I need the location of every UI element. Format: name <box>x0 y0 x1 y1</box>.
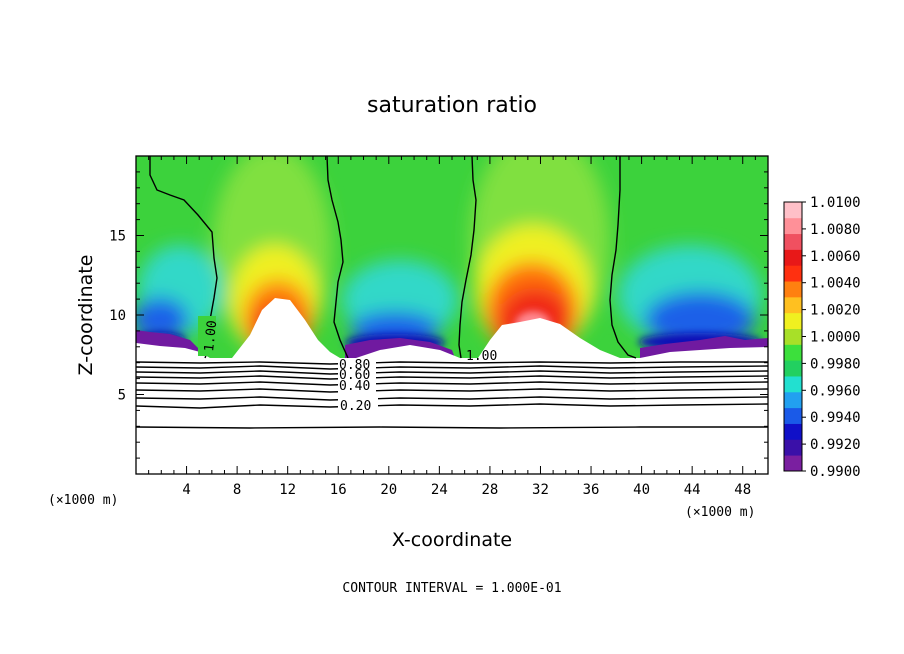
colorbar-swatch <box>784 296 802 314</box>
colorbar-label: 1.0040 <box>810 276 861 292</box>
contour-label-0.20: 0.20 <box>340 399 371 414</box>
colorbar-swatch <box>784 407 802 424</box>
colorbar-swatch <box>784 455 802 472</box>
white-cap-right <box>640 347 768 358</box>
subsaturated-region <box>136 358 768 474</box>
x-tick-label: 24 <box>431 482 448 498</box>
colorbar-label: 1.0100 <box>810 195 861 211</box>
colorbar-label: 0.9980 <box>810 356 861 372</box>
colorbar-swatch <box>784 265 802 282</box>
colorbar-label: 0.9960 <box>810 383 861 399</box>
contour-0.30 <box>136 396 768 401</box>
x-axis: 4 8 12 16 20 24 28 32 36 40 44 48 <box>148 156 756 498</box>
contour-1.00-midright <box>458 156 477 359</box>
contour-1.00-right <box>609 156 637 359</box>
colorbar-swatch <box>784 312 802 329</box>
colorbar-label: 0.9920 <box>810 437 861 453</box>
contour-interval-note: CONTOUR INTERVAL = 1.000E-01 <box>342 581 561 596</box>
x-units-left: (×1000 m) <box>48 493 118 508</box>
white-cap-center <box>356 345 460 358</box>
contour-lines <box>136 156 768 429</box>
supersaturation-field <box>136 156 768 358</box>
x-tick-label: 36 <box>583 482 600 498</box>
x-units-right: (×1000 m) <box>685 505 755 520</box>
colorbar-swatch <box>784 391 802 409</box>
white-cap-left <box>136 343 210 358</box>
white-cap-center-left <box>232 298 340 358</box>
x-tick-label: 4 <box>182 482 190 498</box>
x-tick-label: 16 <box>330 482 347 498</box>
contour-label-group: 1.00 1.00 0.80 0.60 0.40 0.20 <box>198 316 497 414</box>
colorbar-label: 1.0080 <box>810 222 861 238</box>
colorbar-label: 0.9940 <box>810 410 861 426</box>
contour-label-0.60: 0.60 <box>339 368 370 383</box>
contour-0.50 <box>136 381 768 386</box>
contour-0.90 <box>136 361 768 365</box>
colorbar-swatch <box>784 281 802 298</box>
colorbar-swatch <box>784 439 802 456</box>
x-tick-label: 8 <box>233 482 241 498</box>
field-blue-lobe-1 <box>136 298 188 342</box>
y-tick-label: 5 <box>118 388 126 404</box>
contour-1.00-midleft <box>326 156 349 359</box>
x-tick-label: 12 <box>279 482 296 498</box>
y-axis-title: Z-coordinate <box>75 255 97 376</box>
colorbar-swatch <box>784 423 802 440</box>
contour-0.40 <box>136 388 768 393</box>
contour-0.70 <box>136 370 768 375</box>
colorbar-label: 1.0020 <box>810 303 861 319</box>
plot-area: 1.00 1.00 0.80 0.60 0.40 0.20 <box>136 156 768 474</box>
colorbar-swatch <box>784 233 802 250</box>
colorbar: 0.9900 0.9920 0.9940 0.9960 0.9980 1.0000 1.00… <box>783 195 861 480</box>
colorbar-label: 1.0000 <box>810 330 861 346</box>
contour-label-0.40: 0.40 <box>339 379 370 394</box>
x-tick-label: 48 <box>734 482 751 498</box>
contour-label-1.00-right: 1.00 <box>466 349 497 364</box>
x-tick-label: 32 <box>532 482 549 498</box>
y-tick-label: 15 <box>109 229 126 245</box>
x-tick-label: 40 <box>633 482 650 498</box>
contour-0.80 <box>136 365 768 370</box>
x-tick-label: 20 <box>380 482 397 498</box>
colorbar-swatch <box>784 360 802 377</box>
contour-0.20 <box>136 403 768 409</box>
colorbar-label: 0.9900 <box>810 464 861 480</box>
colorbar-swatch <box>784 202 802 219</box>
contour-0.10 <box>136 426 768 429</box>
y-tick-label: 10 <box>109 308 126 324</box>
x-axis-title: X-coordinate <box>392 529 512 551</box>
colorbar-swatch <box>784 344 802 361</box>
x-tick-label: 28 <box>481 482 498 498</box>
white-cap-center-right <box>478 318 620 358</box>
x-tick-label: 44 <box>684 482 701 498</box>
y-axis: 5 10 15 <box>109 171 768 459</box>
chart-title: saturation ratio <box>367 93 537 118</box>
contour-0.60 <box>136 375 768 380</box>
colorbar-swatch <box>784 217 802 235</box>
colorbar-label: 1.0060 <box>810 249 861 265</box>
colorbar-swatch <box>784 328 802 345</box>
colorbar-swatch <box>784 376 802 393</box>
contour-label-1.00-left: 1.00 <box>202 320 220 353</box>
colorbar-swatch <box>784 249 802 266</box>
